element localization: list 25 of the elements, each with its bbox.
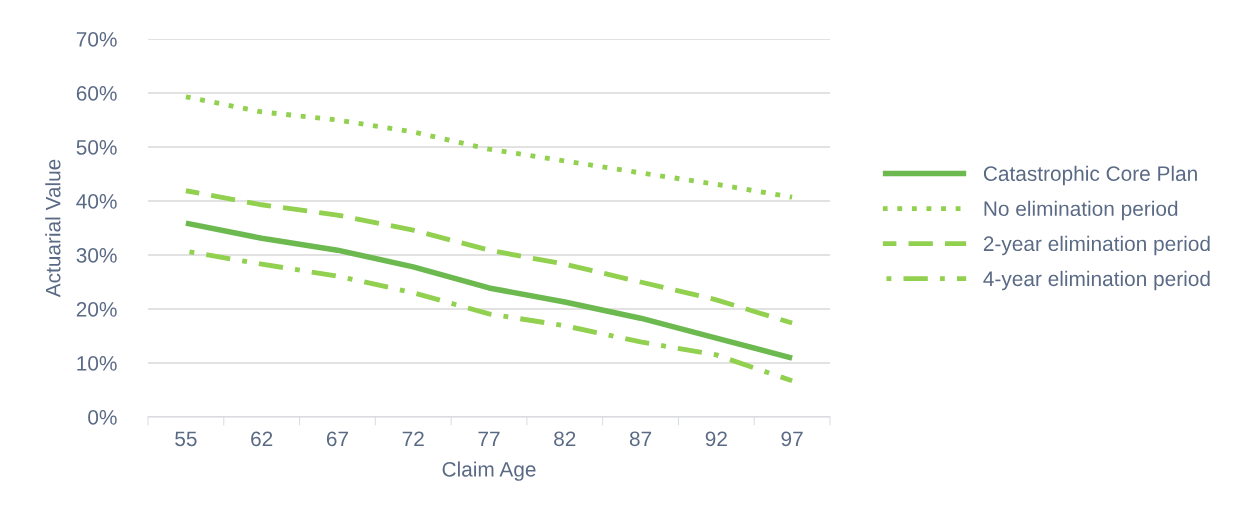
line-series [183,94,795,200]
x-tick-label: 82 [554,431,576,447]
x-tick-label: 87 [629,431,652,447]
line-series [183,188,795,326]
y-tick-label: 10% [77,356,117,371]
x-axis-title: Claim Age [442,461,536,481]
y-tick-label: 0% [88,410,117,425]
x-tick-label: 67 [326,431,348,447]
legend-label: 4-year elimination period [983,270,1210,291]
y-tick-label: 60% [76,86,117,101]
y-tick-label: 50% [76,140,117,155]
x-tick-label: 77 [478,431,500,446]
x-tick-label: 97 [781,431,803,447]
y-axis-title: Actuarial Value [45,159,61,298]
y-tick-label: 70% [76,32,117,47]
legend-label: No elimination period [984,200,1178,221]
legend-label: 2-year elimination period [983,235,1210,256]
y-tick-label: 30% [76,248,117,263]
legend-label: Catastrophic Core Plan [983,165,1197,186]
x-tick-label: 92 [705,431,727,447]
x-tick-label: 72 [402,431,424,446]
y-tick-label: 40% [76,194,117,209]
x-tick-label: 62 [251,431,273,447]
y-tick-label: 20% [76,302,117,317]
x-tick-label: 55 [175,431,197,447]
